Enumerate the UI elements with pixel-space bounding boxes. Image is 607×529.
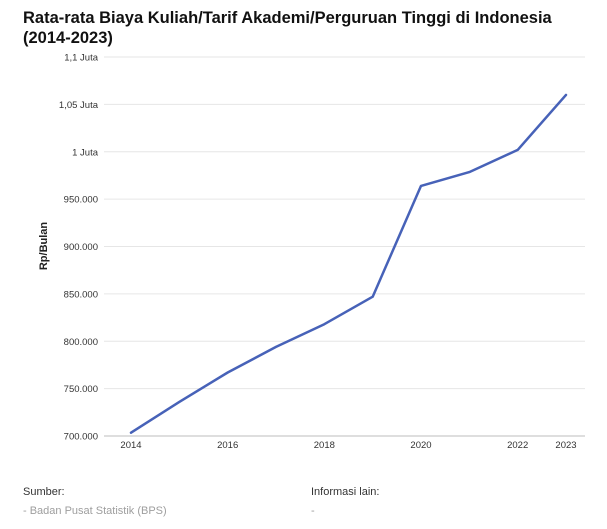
y-tick-label: 900.000 <box>64 242 98 253</box>
y-tick-label: 750.000 <box>64 384 98 395</box>
info-value: - <box>311 505 315 517</box>
line-chart: 700.000 750.000 800.000 850.000 900.000 950.0… <box>38 53 585 451</box>
info-label: Informasi lain: <box>311 486 380 498</box>
info-block: Informasi lain: - <box>311 486 379 517</box>
y-tick-label: 700.000 <box>64 432 98 443</box>
x-tick-label: 2023 <box>555 440 576 451</box>
y-tick-label: 1 Juta <box>72 147 99 158</box>
source-value: - Badan Pusat Statistik (BPS) <box>23 505 167 517</box>
x-tick-label: 2014 <box>120 440 141 451</box>
x-tick-label: 2016 <box>217 440 238 451</box>
grid-layer <box>104 56 585 437</box>
chart-subtitle-text: (2014-2023) <box>23 29 113 47</box>
source-label: Sumber: <box>23 486 65 498</box>
x-tick-labels: 2014 2016 2018 2020 2022 2023 <box>120 440 576 451</box>
series-line <box>129 93 568 434</box>
source-block: Sumber: - Badan Pusat Statistik (BPS) <box>23 486 167 517</box>
y-tick-labels: 700.000 750.000 800.000 850.000 900.000 950.0… <box>59 53 99 443</box>
x-tick-label: 2020 <box>410 440 431 451</box>
series-layer <box>129 93 568 434</box>
y-tick-label: 1,1 Juta <box>64 53 99 64</box>
y-tick-label: 850.000 <box>64 289 98 300</box>
chart-title-text: Rata-rata Biaya Kuliah/Tarif Akademi/Per… <box>23 9 552 27</box>
x-tick-label: 2018 <box>314 440 335 451</box>
y-tick-label: 800.000 <box>64 337 98 348</box>
y-axis-label: Rp/Bulan <box>38 222 50 271</box>
y-tick-label: 950.000 <box>64 195 98 206</box>
x-tick-label: 2022 <box>507 440 528 451</box>
y-tick-label: 1,05 Juta <box>59 100 99 111</box>
chart-title: Rata-rata Biaya Kuliah/Tarif Akademi/Per… <box>23 8 583 48</box>
